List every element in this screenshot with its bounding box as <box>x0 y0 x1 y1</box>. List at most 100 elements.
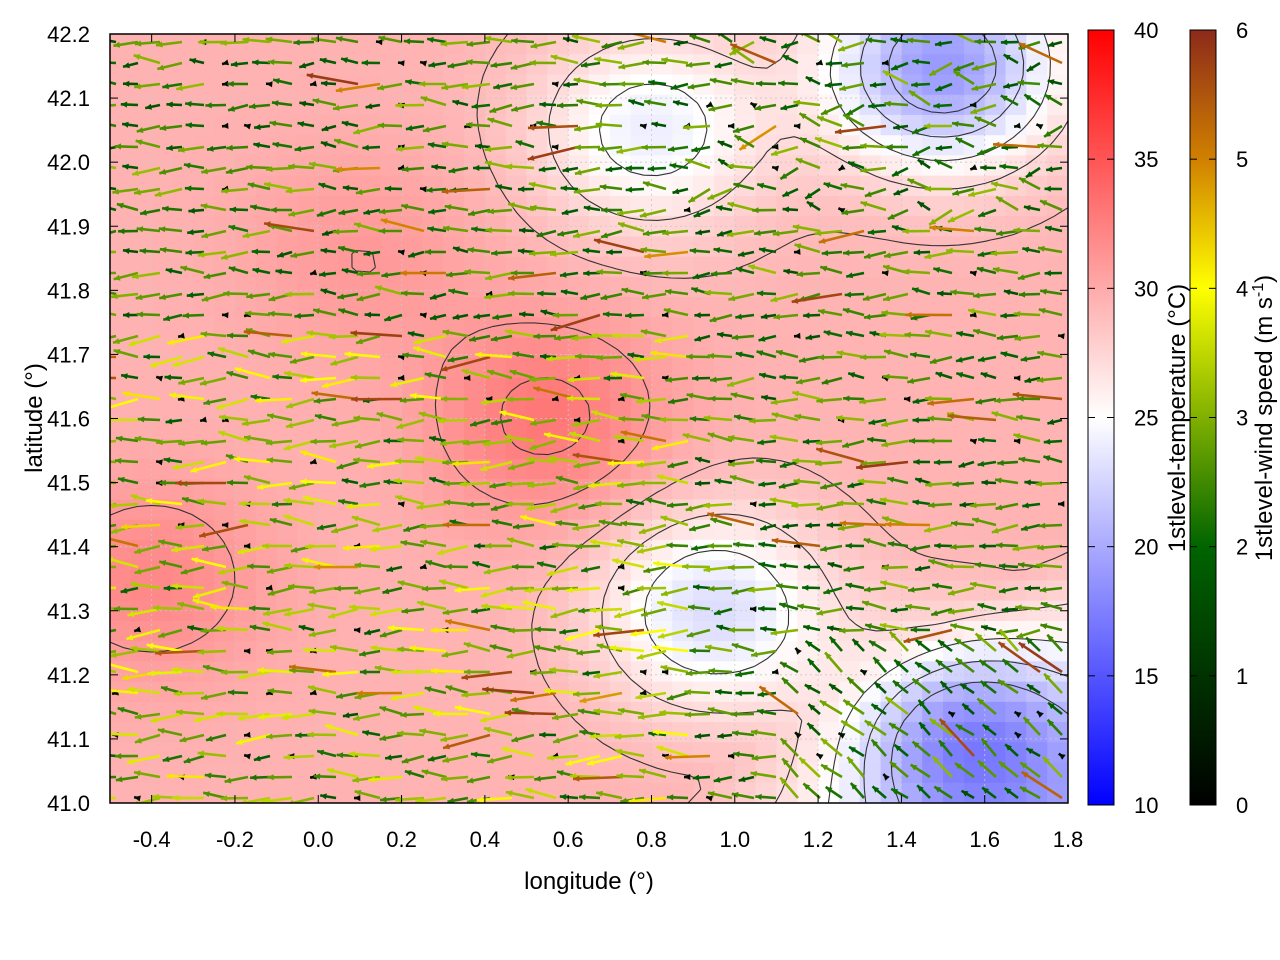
temperature-cell <box>922 297 944 318</box>
temperature-cell <box>505 438 528 460</box>
wind-vector-head <box>89 249 95 255</box>
temperature-cell <box>464 175 486 197</box>
temperature-cell <box>235 155 257 177</box>
temperature-cell <box>255 276 278 298</box>
temperature-cell <box>818 94 840 116</box>
temperature-cell <box>214 600 236 622</box>
temperature-cell <box>943 560 965 581</box>
wind-vector-head <box>731 47 739 54</box>
wind-vector <box>248 103 271 110</box>
temperature-cell <box>235 256 257 278</box>
wind-vector-head <box>865 37 873 44</box>
temperature-cell <box>255 681 278 703</box>
temperature-cell <box>193 175 215 197</box>
wind-vector-head <box>935 40 942 47</box>
temperature-cell <box>297 357 319 379</box>
wind-vector-head <box>333 104 340 111</box>
temperature-cell <box>818 357 840 379</box>
wind-vector <box>378 35 403 44</box>
temperature-cell <box>110 560 132 581</box>
temperature-cell <box>380 94 403 116</box>
temperature-cell <box>359 742 382 764</box>
temperature-cell <box>1005 762 1027 784</box>
wind-vector-head <box>953 71 961 77</box>
wind-vector-head <box>156 41 163 48</box>
temperature-cell <box>776 236 798 258</box>
temperature-cell <box>547 722 569 743</box>
temperature-cell <box>484 418 507 440</box>
temperature-cell <box>693 762 715 784</box>
temperature-cell <box>943 499 965 521</box>
temperature-cell <box>255 762 278 784</box>
temperature-cell <box>922 438 944 460</box>
temperature-cell <box>776 519 798 541</box>
temperature-cell <box>901 256 923 278</box>
temperature-cell <box>1047 459 1068 480</box>
temperature-cell <box>318 398 340 420</box>
temperature-cell <box>714 641 736 662</box>
temperature-cell <box>235 276 257 298</box>
temperature-cell <box>443 560 465 581</box>
temperature-cell <box>838 357 861 379</box>
temperature-cell <box>880 114 902 136</box>
wind-vector-head <box>601 42 609 49</box>
temperature-cell <box>672 337 694 359</box>
temperature-cell <box>422 438 444 460</box>
wind-vector-head <box>162 83 169 90</box>
temperature-cell <box>547 742 569 764</box>
temperature-cell <box>235 378 257 399</box>
wind-vector-shaft <box>884 522 931 527</box>
temperature-cell <box>859 337 882 359</box>
temperature-cell <box>818 742 840 764</box>
temperature-cell <box>901 600 923 622</box>
wind-vector-head <box>805 77 813 83</box>
temperature-cell <box>943 681 965 703</box>
temperature-cell <box>568 337 590 359</box>
temperature-cell <box>526 94 548 116</box>
temperature-cell <box>714 94 736 116</box>
temperature-cell <box>838 398 861 420</box>
temperature-cell <box>922 418 944 440</box>
temperature-cell <box>568 94 590 116</box>
temperature-cell <box>984 580 1007 602</box>
wind-vector-head <box>441 84 449 91</box>
temperature-cell <box>1047 782 1068 803</box>
temperature-cell <box>838 539 861 561</box>
temperature-cell <box>651 782 673 803</box>
temperature-cell <box>130 297 153 318</box>
temperature-cell <box>797 742 819 764</box>
temperature-cell <box>963 438 986 460</box>
temperature-cell <box>505 54 528 75</box>
wind-vector-head <box>511 37 518 44</box>
temperature-cell <box>526 357 548 379</box>
wind-vector-head <box>617 44 625 50</box>
temperature-cell <box>901 135 923 156</box>
temperature-cell <box>714 195 736 217</box>
temperature-cell <box>797 175 819 197</box>
temperature-cell <box>297 317 319 339</box>
temperature-cell <box>943 297 965 318</box>
temperature-cell <box>130 438 153 460</box>
temperature-cell <box>818 155 840 177</box>
temperature-cell <box>922 135 944 156</box>
temperature-cell <box>1026 357 1048 379</box>
temperature-cell <box>151 620 174 642</box>
temperature-cell <box>255 378 278 399</box>
temperature-cell <box>484 195 507 217</box>
temperature-cell <box>401 438 423 460</box>
wind-vector-head <box>242 36 250 43</box>
temperature-cell <box>693 357 715 379</box>
temperature-cell <box>1047 539 1068 561</box>
temperature-cell <box>505 661 528 683</box>
wind-vector-head <box>714 62 722 69</box>
temperature-cell <box>526 398 548 420</box>
temperature-cell <box>922 256 944 278</box>
temperature-cell <box>214 378 236 399</box>
wind-vector <box>365 103 381 110</box>
temperature-cell <box>755 459 777 480</box>
temperature-cell <box>255 195 278 217</box>
temperature-cell <box>651 539 673 561</box>
wind-vector <box>227 103 249 112</box>
temperature-cell <box>922 762 944 784</box>
temperature-cell <box>214 297 236 318</box>
